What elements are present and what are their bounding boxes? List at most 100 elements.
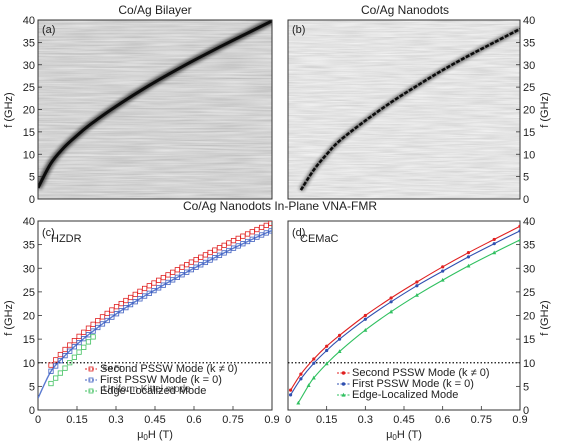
- panel-d-xlabel: μ0H (T): [386, 429, 422, 442]
- panel-d-series-0: [288, 224, 520, 392]
- data-point: [104, 317, 110, 324]
- ytick-label: 10: [523, 358, 535, 370]
- data-point: [118, 300, 124, 307]
- data-point: [132, 299, 138, 305]
- panel-d-series-2: [296, 237, 520, 405]
- panel-c-label: (c): [42, 227, 55, 239]
- data-point: [53, 363, 59, 369]
- legend-entry: First PSSW Mode (k = 0): [100, 374, 222, 386]
- data-point: [113, 304, 120, 310]
- data-point: [389, 309, 394, 314]
- panel-c-series-1: [48, 228, 272, 374]
- data-point: [441, 265, 445, 269]
- panel-a-title: Co/Ag Bilayer: [118, 3, 191, 17]
- data-point: [137, 288, 143, 294]
- ytick-label: 25: [523, 82, 535, 94]
- xtick-label: 0.9: [264, 414, 279, 426]
- xtick-label: 0.75: [222, 414, 243, 426]
- data-point: [492, 242, 496, 246]
- legend-marker: [341, 382, 346, 386]
- legend-entry: Edge-Localized Mode: [352, 389, 458, 401]
- data-point: [299, 377, 303, 381]
- data-point: [312, 361, 316, 365]
- panel-a: Co/Ag Bilayer (a) 0 5 10 15 20 25 30 35 40 f (GH…: [3, 3, 273, 206]
- data-point: [90, 328, 96, 334]
- ytick-label: 30: [23, 263, 35, 275]
- panel-b-ridge: [299, 27, 520, 191]
- data-point: [363, 313, 367, 318]
- xtick-label: 0.45: [144, 414, 165, 426]
- xtick-label: 0.3: [358, 414, 373, 426]
- data-point: [414, 292, 419, 297]
- ytick-label: 10: [23, 149, 35, 161]
- xtick-label: 0.6: [186, 414, 201, 426]
- data-point: [296, 400, 301, 405]
- ytick-label: 35: [23, 37, 35, 49]
- data-point: [123, 305, 129, 311]
- ytick-label: 20: [23, 311, 35, 323]
- data-point: [85, 339, 92, 345]
- data-point: [81, 336, 87, 342]
- ytick-label: 40: [523, 216, 535, 228]
- ytick-label: 25: [523, 287, 535, 299]
- data-point: [141, 293, 148, 299]
- data-point: [288, 393, 293, 397]
- panel-d-ticks: 0 5 10 15 20 25 30 35 40 0 0.15 0.3 0.45 0.6 0.75 0.9: [285, 216, 535, 426]
- data-point: [48, 380, 54, 387]
- xtick-label: 0: [35, 414, 41, 426]
- ytick-label: 30: [523, 60, 535, 72]
- data-point: [90, 321, 96, 327]
- xtick-label: 0.3: [108, 414, 123, 426]
- data-point: [160, 282, 166, 288]
- data-point: [71, 354, 77, 360]
- ytick-label: 5: [29, 172, 35, 184]
- ytick-label: 15: [23, 127, 35, 139]
- xtick-label: 0.9: [512, 414, 527, 426]
- data-point: [132, 291, 138, 298]
- data-point: [311, 375, 316, 380]
- xtick-label: 0.75: [471, 414, 492, 426]
- data-point: [57, 358, 63, 364]
- data-point: [441, 269, 445, 273]
- data-point: [146, 283, 152, 289]
- legend-entry: Second PSSW Mode (k ≠ 0): [352, 367, 489, 379]
- data-point: [160, 274, 166, 281]
- data-point: [518, 229, 520, 233]
- xtick-label: 0.15: [316, 414, 337, 426]
- panel-a-yticks: 0 5 10 15 20 25 30 35 40: [23, 15, 42, 206]
- legend-marker: [88, 366, 94, 372]
- ytick-label: 30: [23, 60, 35, 72]
- xtick-label: 0.45: [393, 414, 414, 426]
- data-point: [466, 251, 471, 255]
- ytick-label: 20: [523, 105, 535, 117]
- ytick-label: 20: [523, 311, 535, 323]
- legend-marker: [88, 377, 94, 383]
- data-point: [90, 334, 96, 340]
- data-point: [299, 372, 303, 376]
- panel-a-ridge: [38, 20, 272, 189]
- ytick-label: 0: [523, 194, 529, 206]
- data-point: [113, 311, 120, 317]
- panel-c-legend-overlay-kittel: Uniform Kittel mode: [103, 384, 191, 395]
- panel-c-ylabel: f (GHz): [3, 300, 15, 335]
- data-point: [76, 339, 82, 346]
- data-point: [325, 344, 329, 348]
- data-point: [325, 348, 329, 353]
- data-point: [492, 250, 497, 255]
- ytick-label: 40: [23, 216, 35, 228]
- panel-a-label: (a): [42, 24, 55, 36]
- panel-d-ylabel: f (GHz): [539, 300, 551, 335]
- data-point: [268, 228, 272, 234]
- data-point: [337, 333, 342, 337]
- data-point: [118, 308, 124, 314]
- ytick-label: 5: [29, 381, 35, 393]
- ytick-label: 5: [523, 172, 529, 184]
- data-point: [99, 321, 106, 327]
- data-point: [268, 221, 272, 226]
- data-point: [76, 349, 82, 355]
- data-point: [337, 349, 342, 354]
- panel-c-series-2: [48, 334, 96, 387]
- data-point: [146, 290, 152, 296]
- data-point: [312, 357, 316, 361]
- panel-a-ylabel: f (GHz): [3, 92, 15, 127]
